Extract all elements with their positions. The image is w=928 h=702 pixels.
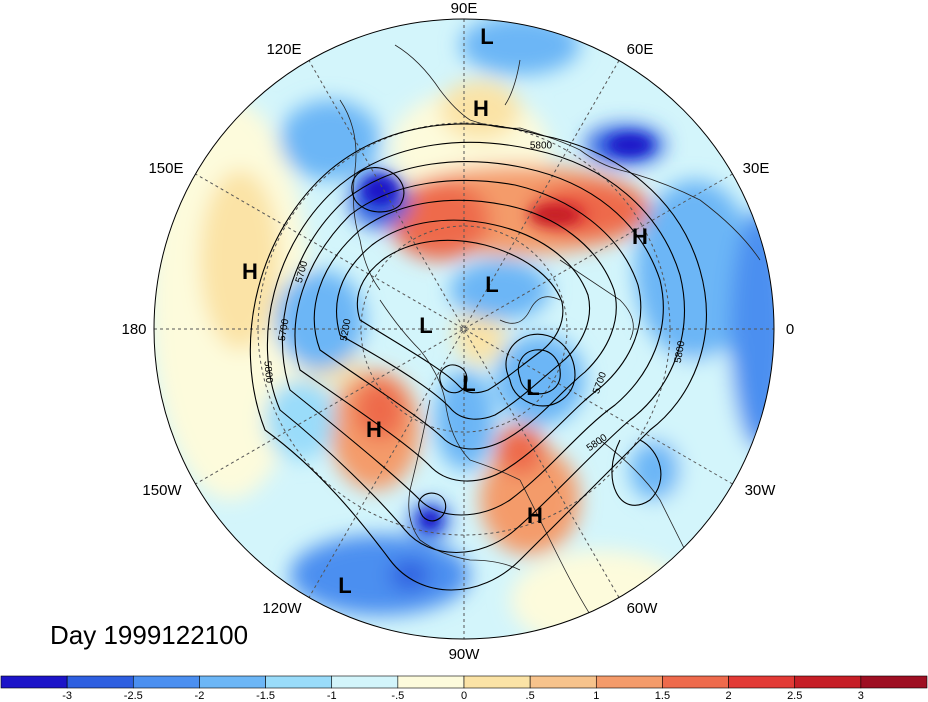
colorbar-tick-label: 1.5 [655, 690, 670, 702]
colorbar-swatch [529, 675, 597, 689]
colorbar-tick-label: 2 [726, 690, 732, 702]
contour-label: 5200 [339, 318, 354, 342]
colorbar-swatch [397, 675, 465, 689]
colorbar-tick-label: 1 [593, 690, 599, 702]
colorbar-swatch [728, 675, 796, 689]
lon-label-30e: 30E [743, 160, 770, 177]
height-contours [249, 123, 707, 591]
lon-label-60w: 60W [627, 600, 659, 617]
colorbar-swatch [794, 675, 862, 689]
colorbar-tick-label: -1.5 [256, 690, 275, 702]
contour-label: 5800 [261, 360, 274, 384]
pressure-centers: L H H H L L L L H H L [242, 24, 648, 598]
contour-label: 5800 [530, 141, 553, 152]
lon-label-180: 180 [121, 321, 146, 338]
high-center-label: H [527, 503, 543, 528]
contour-label: 5700 [277, 318, 292, 342]
colorbar-swatch [662, 675, 729, 689]
lon-label-60e: 60E [627, 41, 654, 58]
colorbar-swatch [595, 675, 663, 689]
colorbar-tick-label: -3 [62, 690, 72, 702]
low-center-label: L [462, 371, 475, 396]
colorbar-swatch [0, 675, 68, 689]
colorbar-tick-label: 3 [858, 690, 864, 702]
colorbar-swatch [132, 675, 200, 689]
colorbar-tick-label: 0 [461, 690, 467, 702]
low-center-label: L [485, 272, 498, 297]
colorbar-tick-label: -2.5 [124, 690, 143, 702]
colorbar-swatch [265, 675, 333, 689]
page-title: Day 1999122100 [50, 620, 249, 650]
colorbar-tick-label: -2 [195, 690, 205, 702]
coastlines [339, 44, 761, 631]
lon-label-150e: 150E [148, 160, 183, 177]
high-center-label: H [366, 417, 382, 442]
lon-label-30w: 30W [745, 482, 777, 499]
colorbar-tick-label: 2.5 [787, 690, 802, 702]
graticule [154, 19, 774, 639]
low-center-label: L [419, 313, 432, 338]
lon-label-90w: 90W [449, 646, 481, 663]
lon-label-150w: 150W [142, 482, 182, 499]
colorbar: -3 -2.5 -2 -1.5 -1 -.5 0 .5 1 1.5 2 2.5 3 [0, 675, 928, 702]
colorbar-swatch [463, 675, 531, 689]
colorbar-tick-label: .5 [526, 690, 535, 702]
colorbar-swatch [199, 675, 266, 689]
colorbar-tick-label: -.5 [391, 690, 404, 702]
longitude-labels: 90E 60E 30E 0 30W 60W 90W 120W 150W 180 … [121, 0, 794, 663]
high-center-label: H [242, 259, 258, 284]
lon-label-120e: 120E [266, 41, 301, 58]
colorbar-swatch [66, 675, 134, 689]
lon-label-90e: 90E [451, 0, 478, 17]
low-center-label: L [526, 375, 539, 400]
high-center-label: H [473, 96, 489, 121]
low-center-label: L [480, 24, 493, 49]
colorbar-tick-label: -1 [327, 690, 337, 702]
map-boundary [153, 18, 775, 640]
lon-label-120w: 120W [262, 600, 302, 617]
colorbar-swatch [331, 675, 399, 689]
high-center-label: H [632, 224, 648, 249]
contour-label: 5800 [673, 340, 688, 364]
colorbar-swatch [860, 675, 928, 689]
low-center-label: L [338, 573, 351, 598]
anomaly-field [154, 19, 774, 639]
lon-label-0: 0 [786, 321, 794, 338]
